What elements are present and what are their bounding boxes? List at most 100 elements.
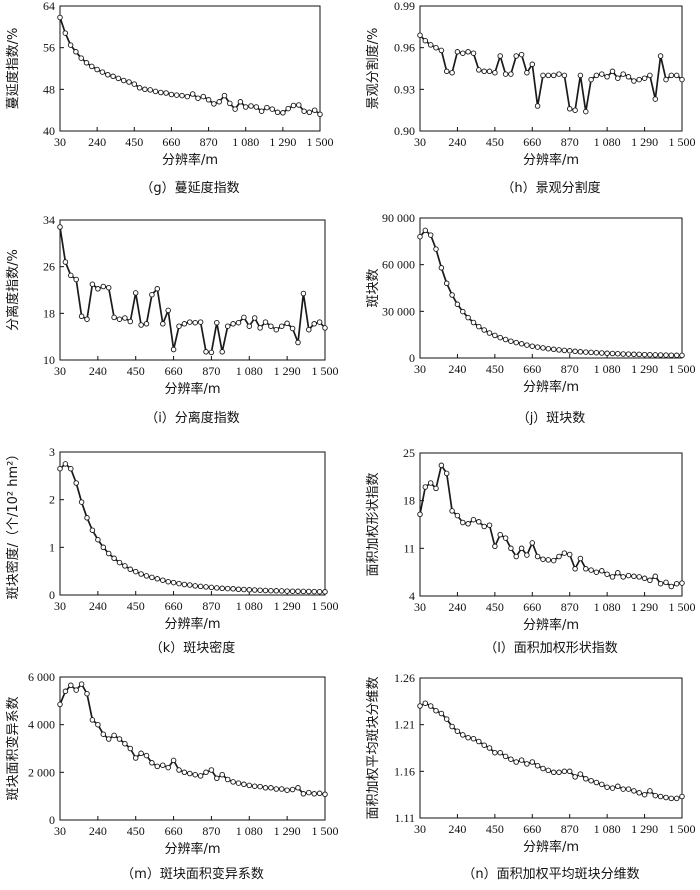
data-point (192, 771, 198, 778)
plot-frame (419, 452, 683, 597)
x-tick-label: 450 (125, 135, 143, 149)
data-point (460, 50, 466, 56)
x-axis-label: 分辨率/m (162, 152, 218, 168)
data-point (224, 585, 231, 592)
x-tick-label: 1 500 (312, 364, 339, 378)
x-tick-label: 240 (448, 600, 466, 614)
x-tick-label: 30 (414, 362, 426, 376)
data-point (290, 102, 297, 109)
data-point (545, 345, 552, 352)
data-point (673, 580, 680, 587)
data-point (550, 557, 557, 564)
y-tick-label: 1.11 (394, 811, 415, 825)
data-point (534, 344, 541, 350)
data-point (465, 314, 471, 321)
data-point (68, 682, 74, 689)
data-point (122, 740, 128, 747)
data-point (57, 701, 63, 708)
data-point (214, 775, 220, 782)
data-point (241, 586, 247, 593)
data-point (615, 75, 621, 81)
y-tick-label: 3 (49, 445, 55, 459)
x-tick-label: 660 (523, 362, 541, 376)
data-point (84, 690, 90, 697)
x-axis-label: 分辨率/m (523, 617, 579, 633)
y-tick-label: 0.93 (394, 82, 415, 96)
plot-frame (59, 676, 326, 821)
x-tick-label: 1 290 (274, 364, 301, 378)
data-point (187, 770, 193, 777)
y-tick-label: 60 000 (382, 258, 415, 272)
data-point (497, 749, 503, 756)
data-point (99, 69, 106, 75)
data-point (663, 579, 669, 586)
data-point (427, 703, 434, 709)
y-tick-label: 40 (43, 124, 55, 138)
data-point (502, 753, 509, 760)
data-point (438, 462, 445, 469)
data-point (615, 350, 621, 357)
data-point (433, 707, 439, 714)
data-point (78, 313, 85, 320)
x-tick-label: 1 290 (269, 135, 296, 149)
data-point (583, 108, 589, 115)
data-point (311, 588, 317, 595)
data-point (122, 563, 128, 569)
data-point (422, 37, 429, 44)
data-point (663, 794, 669, 801)
data-point (636, 351, 642, 358)
data-point (583, 776, 589, 782)
data-point (322, 325, 328, 331)
data-point (599, 71, 605, 77)
data-point (219, 349, 225, 355)
x-tick-label: 450 (127, 364, 145, 378)
data-point (257, 325, 263, 331)
data-point (208, 584, 215, 591)
data-point (274, 109, 281, 116)
data-point (301, 108, 307, 114)
data-point (427, 480, 434, 486)
data-point (668, 72, 675, 79)
x-tick-label: 30 (414, 135, 426, 149)
data-point (111, 555, 117, 562)
data-point (154, 763, 161, 770)
data-point (262, 785, 269, 791)
y-tick-label: 0.96 (394, 41, 415, 55)
data-point (195, 95, 201, 101)
data-point (208, 349, 215, 356)
data-point (460, 519, 466, 526)
y-tick-label: 1 (49, 540, 55, 554)
x-axis-label: 分辨率/m (164, 616, 220, 632)
y-tick-label: 0 (409, 351, 415, 365)
data-point (566, 348, 573, 354)
data-point (322, 791, 328, 798)
data-point (631, 788, 637, 794)
data-point (192, 583, 198, 589)
y-tick-label: 0.90 (394, 124, 415, 138)
data-point (438, 47, 445, 54)
series-line (419, 34, 683, 113)
data-point (68, 465, 74, 472)
data-point (566, 551, 573, 558)
data-point (165, 307, 171, 314)
data-point (492, 332, 498, 339)
y-axis-label: 面积加权平均斑块分维数 (365, 676, 381, 819)
data-point (454, 728, 461, 734)
data-point (604, 784, 610, 790)
data-point (486, 522, 493, 528)
data-point (208, 767, 215, 773)
data-point (593, 779, 600, 786)
series-line (419, 229, 683, 357)
data-point (550, 346, 557, 353)
data-point (556, 71, 562, 77)
y-axis-label: 面积加权形状指数 (365, 472, 381, 576)
data-point (615, 570, 621, 576)
data-point (316, 319, 323, 325)
data-point (163, 90, 169, 96)
data-point (540, 72, 546, 79)
data-point (273, 326, 280, 333)
data-point (652, 792, 659, 799)
y-axis-label: 蔓延度指数/% (5, 28, 21, 110)
data-point (508, 545, 514, 552)
data-point (311, 791, 317, 797)
